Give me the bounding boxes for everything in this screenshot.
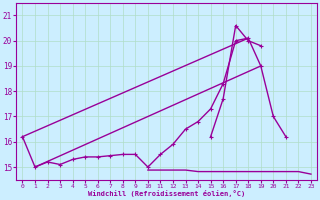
X-axis label: Windchill (Refroidissement éolien,°C): Windchill (Refroidissement éolien,°C) xyxy=(88,190,245,197)
